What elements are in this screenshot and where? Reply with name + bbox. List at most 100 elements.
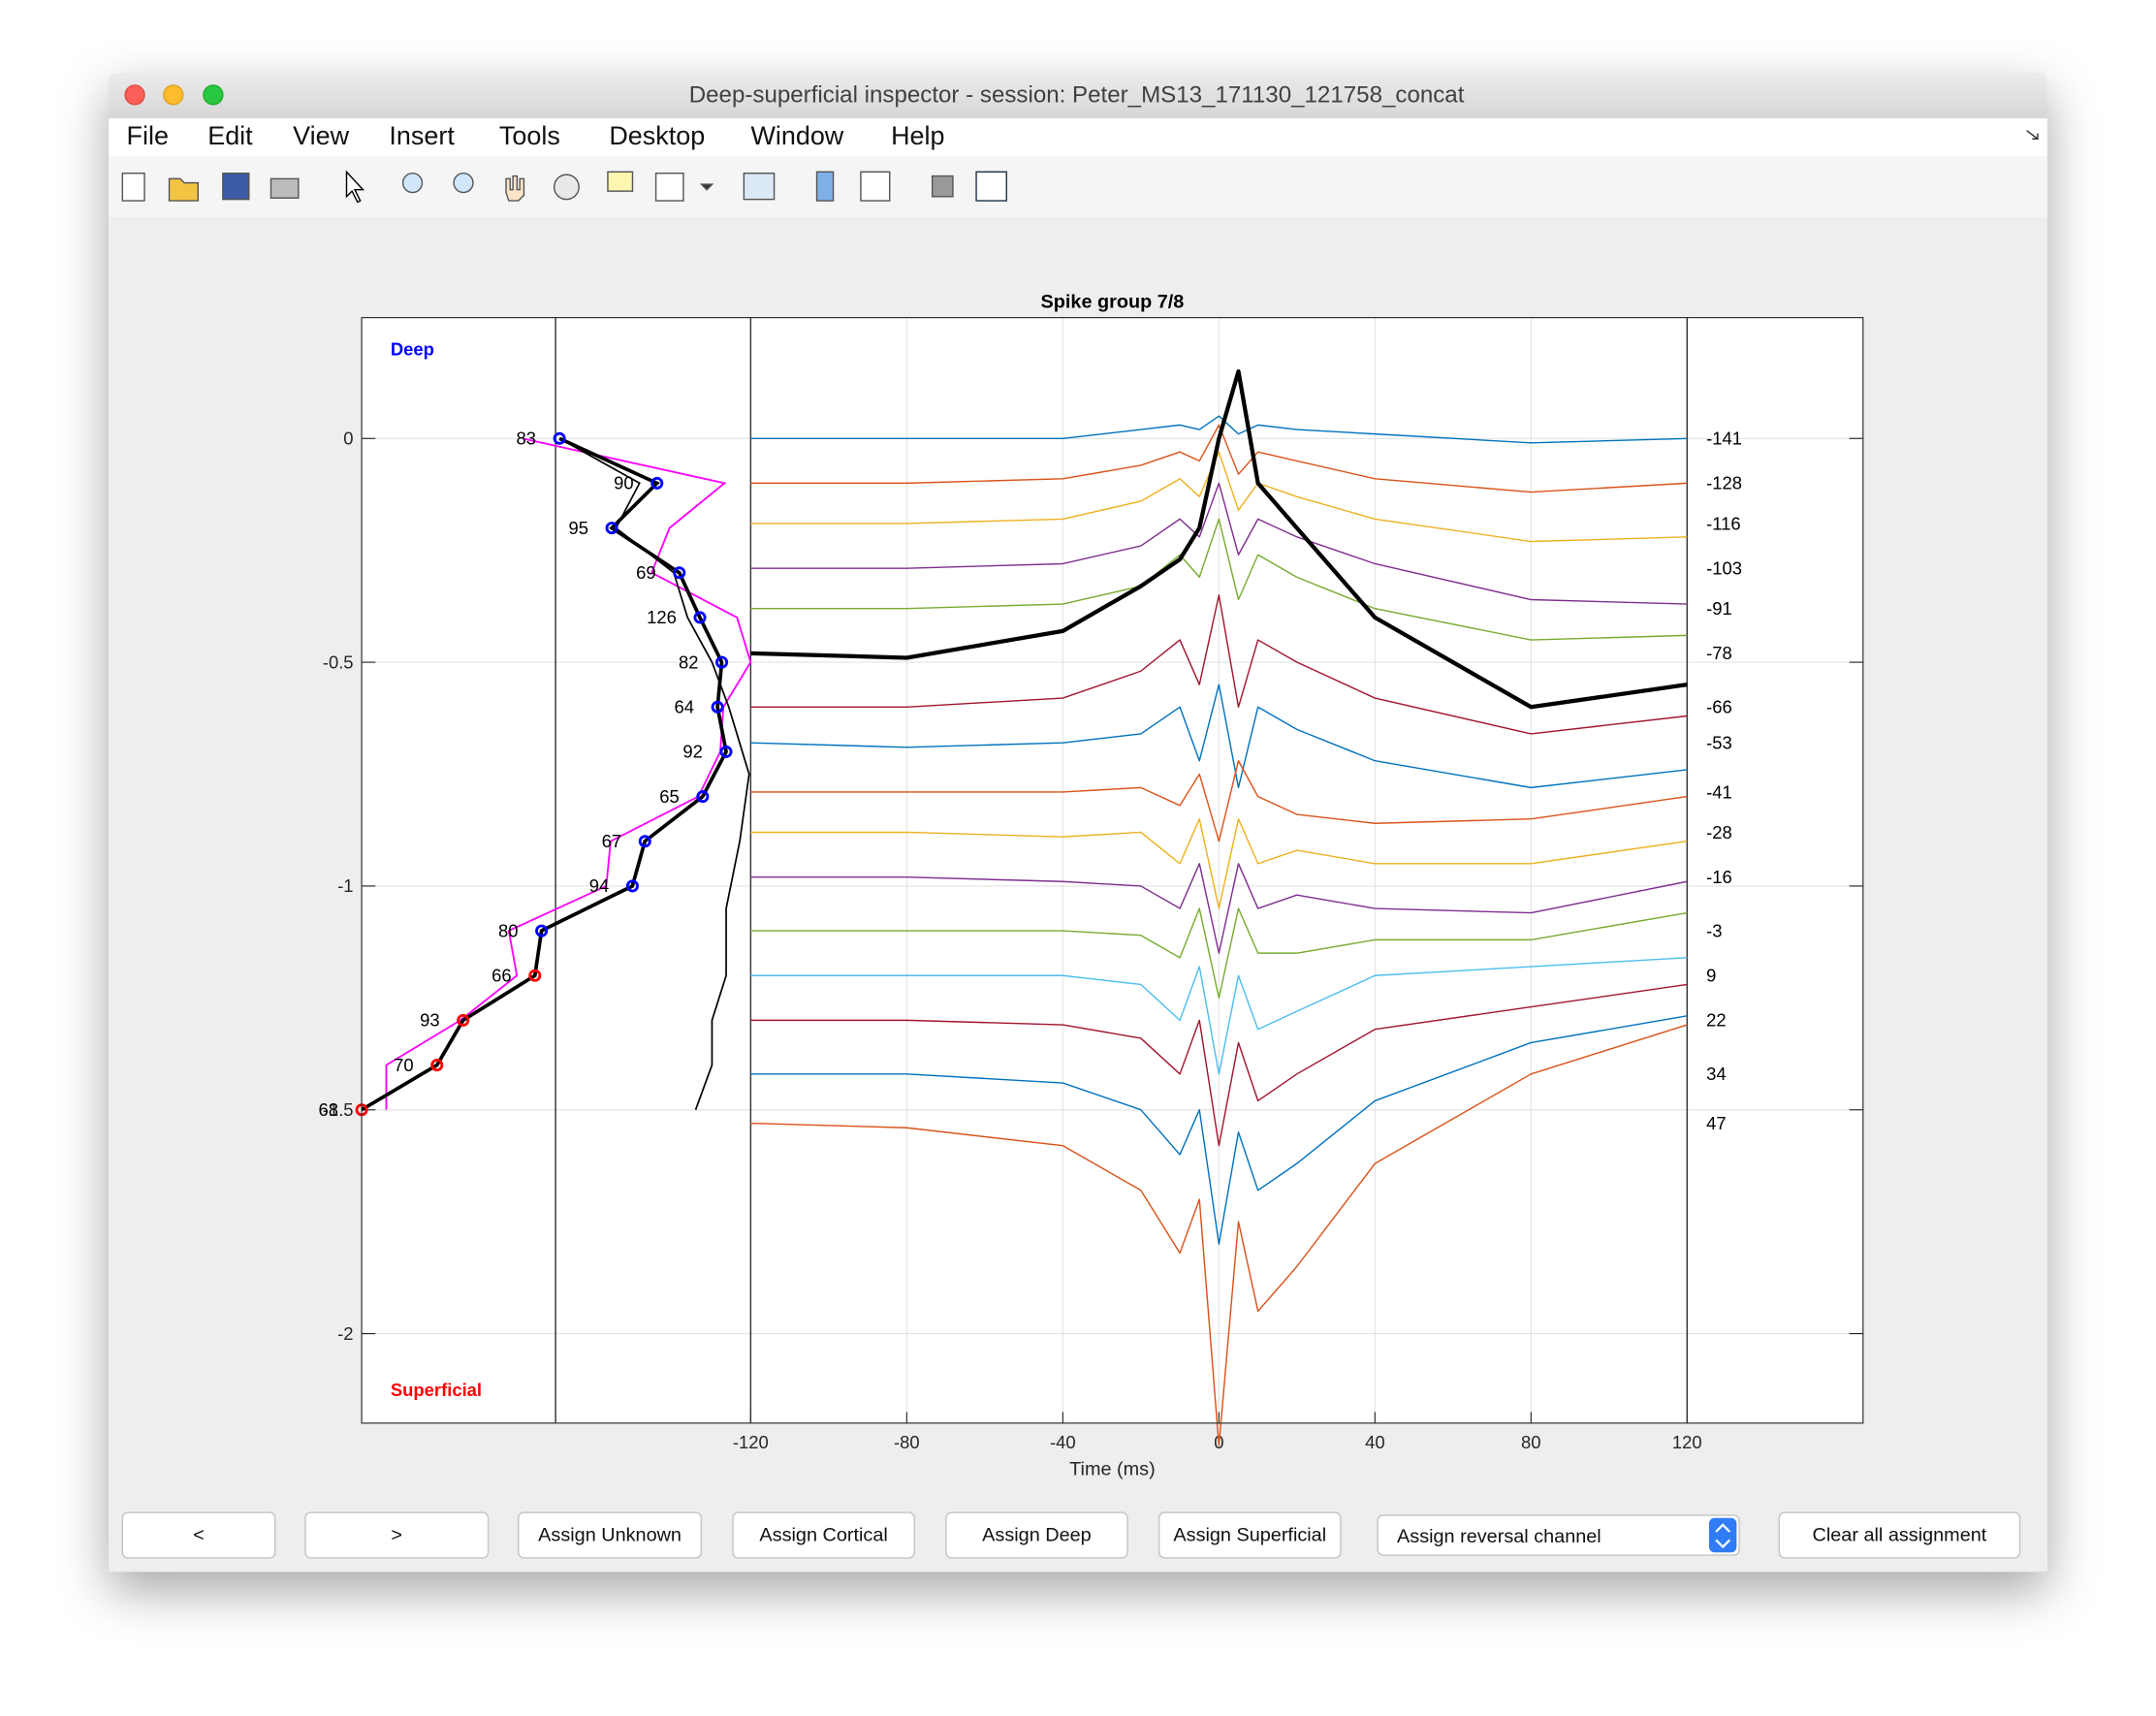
dropdown-label: Assign reversal channel xyxy=(1397,1526,1601,1547)
dropdown[interactable] xyxy=(1377,1514,1740,1556)
button[interactable] xyxy=(121,1511,276,1559)
x-tick-label: 120 xyxy=(1672,1432,1702,1452)
channel-value-label: 68 xyxy=(318,1099,338,1120)
trace xyxy=(750,518,1688,641)
button[interactable] xyxy=(945,1511,1128,1559)
trace xyxy=(750,818,1688,909)
annotation: Superficial xyxy=(391,1380,482,1400)
channel-label: -91 xyxy=(1706,598,1732,619)
button[interactable] xyxy=(518,1511,703,1559)
dropdown-arrows[interactable] xyxy=(1708,1517,1737,1553)
menu-item[interactable]: Insert xyxy=(389,121,455,150)
zoom-button[interactable] xyxy=(203,84,224,106)
print-icon[interactable] xyxy=(270,177,300,199)
save-icon[interactable] xyxy=(222,172,250,201)
trace xyxy=(750,863,1688,954)
trace xyxy=(750,594,1688,735)
channel-marker xyxy=(457,1013,470,1027)
brush-menu[interactable] xyxy=(699,183,714,191)
menu-item[interactable]: Window xyxy=(750,121,843,150)
channel-label: 47 xyxy=(1706,1113,1727,1133)
dropdown-arrow-icon xyxy=(1715,1523,1731,1549)
channel-label: 34 xyxy=(1706,1064,1727,1084)
new-icon[interactable] xyxy=(121,172,145,202)
x-tick-label: -40 xyxy=(1050,1432,1076,1452)
channel-marker xyxy=(605,522,618,535)
x-tick-label: 80 xyxy=(1521,1432,1541,1452)
channel-label: -16 xyxy=(1706,867,1732,887)
plot-area xyxy=(362,317,1863,1423)
button[interactable] xyxy=(732,1511,915,1559)
zoom-in-icon[interactable] xyxy=(401,172,424,194)
clear-button[interactable] xyxy=(1778,1511,2021,1559)
menu-item[interactable]: Edit xyxy=(207,121,253,150)
channel-value-label: 83 xyxy=(517,429,537,449)
channel-value-label: 95 xyxy=(568,518,588,538)
pointer-icon[interactable] xyxy=(345,170,365,204)
y-tick-label: -1.5 xyxy=(323,1099,354,1120)
toolbar xyxy=(109,156,2047,218)
trace xyxy=(750,1015,1688,1245)
trace xyxy=(750,368,1688,710)
open-icon[interactable] xyxy=(168,177,200,202)
channel-marker xyxy=(638,835,651,848)
trace xyxy=(750,424,1688,493)
y-tick-label: -2 xyxy=(337,1323,353,1344)
channel-value-label: 92 xyxy=(682,742,703,762)
plot: -120 -80 -40 0 40 80 1200-0.5-1-1.5-2-141-128-… xyxy=(318,317,1863,1452)
channel-label: 9 xyxy=(1706,966,1716,986)
minimize-button[interactable] xyxy=(163,84,184,106)
toolbar-icons xyxy=(121,170,1007,204)
menu-item[interactable]: Desktop xyxy=(609,121,705,150)
channel-value-label: 66 xyxy=(491,966,512,986)
channel-value-label: 94 xyxy=(589,875,610,896)
button[interactable] xyxy=(1157,1511,1342,1559)
menu: File Edit View Insert Tools Desktop Window Help xyxy=(127,121,945,150)
menu-bar xyxy=(109,117,2047,157)
legend-icon[interactable] xyxy=(860,171,891,202)
channel-marker xyxy=(528,969,542,982)
datatip-icon[interactable] xyxy=(607,171,634,192)
show-tools-icon[interactable] xyxy=(975,171,1007,202)
menu-item[interactable]: View xyxy=(293,121,349,150)
channel-value-label: 82 xyxy=(679,651,698,672)
channel-marker xyxy=(696,790,710,804)
channel-marker xyxy=(625,879,639,893)
button-label: < xyxy=(193,1524,205,1545)
brush-icon[interactable] xyxy=(654,172,684,202)
channel-label: -128 xyxy=(1706,473,1742,493)
close-button[interactable] xyxy=(124,84,145,106)
x-tick-label: -80 xyxy=(894,1432,920,1452)
channel-label: -103 xyxy=(1706,557,1742,578)
channel-value-label: 93 xyxy=(420,1010,439,1031)
channel-marker xyxy=(715,655,729,669)
channel-value-label: 90 xyxy=(614,473,634,493)
y-tick-label: -0.5 xyxy=(323,651,354,672)
channel-marker xyxy=(711,700,724,714)
window-title: Deep-superficial inspector - session: Pe… xyxy=(689,82,1465,109)
clear-button-label: Clear all assignment xyxy=(1813,1524,1987,1545)
chart-title: Spike group 7/8 xyxy=(1041,291,1185,312)
dock-arrow[interactable] xyxy=(2026,130,2039,140)
hide-tools-icon[interactable] xyxy=(931,175,954,198)
depth-profile xyxy=(361,436,728,1112)
title-bar xyxy=(109,73,2047,118)
channel-value-label: 67 xyxy=(602,831,622,851)
link-icon[interactable] xyxy=(743,172,776,201)
pan-icon[interactable] xyxy=(505,175,525,202)
button-label: Assign Superficial xyxy=(1173,1524,1326,1545)
menu-item[interactable]: Help xyxy=(891,121,944,150)
channel-label: -78 xyxy=(1706,643,1732,663)
menu-item[interactable]: File xyxy=(127,121,169,150)
annotation: Deep xyxy=(391,339,434,360)
colorbar-icon[interactable] xyxy=(815,171,835,202)
channel-label: -28 xyxy=(1706,822,1732,842)
zoom-out-icon[interactable] xyxy=(453,172,474,194)
channel-marker xyxy=(673,566,686,580)
rotate-icon[interactable] xyxy=(553,174,580,201)
channel-value-label: 64 xyxy=(675,697,694,717)
menu-item[interactable]: Tools xyxy=(499,121,560,150)
button[interactable] xyxy=(304,1511,490,1559)
